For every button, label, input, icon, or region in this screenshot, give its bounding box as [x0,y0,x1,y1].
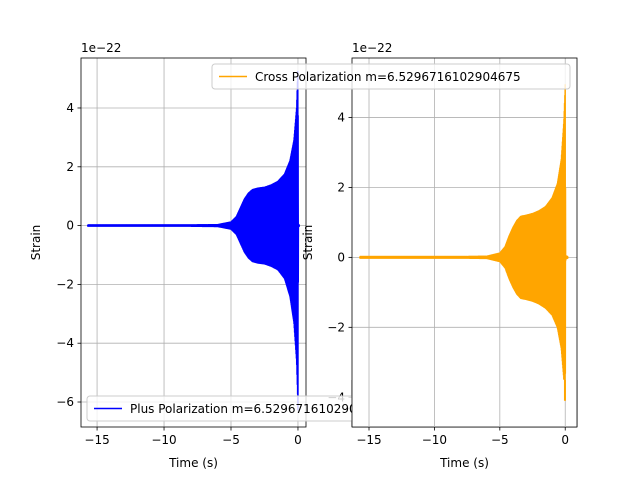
x-tick-label: −5 [222,433,240,447]
legend-label: Plus Polarization m=6.5296716102904675 [130,402,387,416]
y-tick-label: 2 [337,180,345,194]
y-tick-label: −6 [56,395,74,409]
legend-box [211,63,571,90]
y-tick-label: 0 [337,250,345,264]
legend-1: Plus Polarization m=6.5296716102904675 [86,395,387,422]
chart-1: −15 −10 −5 0 −6 −4 −2 0 2 4 1e−22 Time (s) Strain [29,41,307,470]
x-tick-label: −15 [84,433,109,447]
legend-2: Cross Polarization m=6.5296716102904675 [211,63,571,90]
y-tick-label: −2 [327,320,345,334]
y-tick-label: 4 [337,110,345,124]
series-1 [86,70,301,411]
y-tick-label: 0 [66,219,74,233]
axes-frame [80,57,307,428]
x-tick-label: −5 [491,433,509,447]
y-tick-label: 2 [66,160,74,174]
x-tick-label: −10 [151,433,176,447]
series-1 [359,84,569,403]
series-envelope-fill [359,89,568,402]
y-offset-text: 1e−22 [352,41,392,55]
y-tick-label: 4 [66,101,74,115]
x-tick-label: −15 [356,433,381,447]
x-axis-label: Time (s) [168,456,218,470]
y-offset-text: 1e−22 [81,41,121,55]
x-tick-label: −10 [422,433,447,447]
legend-label: Cross Polarization m=6.5296716102904675 [255,70,521,84]
y-tick-label: −4 [56,336,74,350]
series-envelope-fill [87,74,300,398]
y-tick-label: −2 [56,277,74,291]
x-tick-label: 0 [294,433,302,447]
x-tick-label: 0 [561,433,569,447]
right-axes-cover [352,380,577,427]
y-axis-label: Strain [29,225,43,261]
y-axis-label: Strain [301,225,315,261]
x-axis-label: Time (s) [439,456,489,470]
